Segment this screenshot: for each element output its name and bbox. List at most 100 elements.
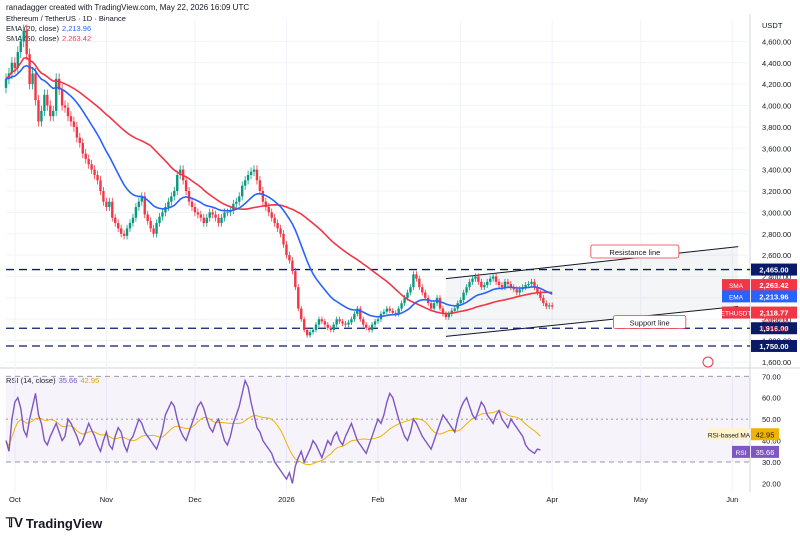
candle-body bbox=[545, 303, 548, 307]
candle-body bbox=[90, 164, 93, 170]
countdown-label: 07:50:43 bbox=[760, 327, 787, 334]
candle-body bbox=[178, 169, 182, 175]
level-tag-bg bbox=[751, 322, 797, 335]
candle-body bbox=[497, 281, 501, 286]
price-tag-value-bg bbox=[751, 279, 797, 292]
candle-body bbox=[370, 324, 374, 330]
candle-body bbox=[491, 276, 495, 279]
candle-body bbox=[403, 297, 406, 304]
price-tick-label: 3,600.00 bbox=[762, 144, 791, 153]
candle-body bbox=[453, 308, 456, 311]
resistance-line bbox=[445, 246, 739, 280]
price-tag-ema: EMA 2,213.96 bbox=[722, 290, 797, 303]
candle-body bbox=[288, 255, 291, 261]
candle-body bbox=[542, 297, 545, 304]
candle-body bbox=[450, 310, 454, 314]
candle-body bbox=[211, 212, 214, 215]
candle-body bbox=[193, 207, 197, 213]
candle-body bbox=[167, 201, 170, 208]
candle-body bbox=[429, 303, 433, 309]
candle-body bbox=[344, 323, 347, 325]
candle-body bbox=[119, 228, 123, 234]
channel-fill bbox=[445, 246, 739, 337]
candle-body bbox=[447, 313, 451, 318]
candle-body bbox=[122, 233, 126, 236]
candle-body bbox=[37, 100, 40, 122]
time-tick-label: 2026 bbox=[278, 495, 295, 504]
candle-body bbox=[264, 201, 268, 208]
candle-body bbox=[199, 214, 203, 218]
candle-body bbox=[249, 171, 253, 175]
candle-body bbox=[462, 292, 465, 301]
candle-body bbox=[226, 212, 229, 214]
candle-body bbox=[536, 287, 539, 293]
candle-body bbox=[364, 324, 368, 328]
candle-body bbox=[438, 297, 442, 309]
price-tick-label: 2,800.00 bbox=[762, 230, 791, 239]
price-tick-label: 2,400.00 bbox=[762, 273, 791, 282]
candle-body bbox=[114, 217, 117, 224]
candle-body bbox=[418, 278, 421, 288]
candle-body bbox=[63, 105, 67, 108]
candle-body bbox=[72, 121, 76, 127]
time-tick-label: May bbox=[634, 495, 648, 504]
candle-body bbox=[125, 228, 129, 236]
candle-body bbox=[506, 281, 510, 284]
price-tick-label: 1,600.00 bbox=[762, 358, 791, 367]
candle-body bbox=[105, 201, 108, 208]
candle-body bbox=[161, 212, 164, 217]
candle-body bbox=[302, 319, 306, 330]
candle-body bbox=[291, 260, 294, 272]
price-tick-label: 3,400.00 bbox=[762, 166, 791, 175]
candle-body bbox=[116, 223, 120, 229]
candle-body bbox=[258, 180, 262, 191]
candle-body bbox=[509, 283, 513, 288]
candle-body bbox=[548, 305, 551, 307]
candle-body bbox=[474, 276, 477, 279]
price-tick-label: 4,600.00 bbox=[762, 37, 791, 46]
candle-body bbox=[465, 287, 468, 293]
candle-body bbox=[155, 223, 158, 234]
candle-body bbox=[261, 191, 265, 202]
price-tag-value-bg bbox=[751, 306, 797, 319]
candle-body bbox=[52, 110, 55, 117]
candle-body bbox=[311, 329, 315, 333]
candle-body bbox=[66, 107, 70, 117]
candle-body bbox=[164, 207, 167, 213]
candle-body bbox=[99, 180, 102, 191]
candle-body bbox=[356, 308, 359, 314]
time-tick-label: Feb bbox=[372, 495, 385, 504]
lightning-icon bbox=[702, 356, 714, 368]
candle-body bbox=[49, 105, 52, 117]
candle-body bbox=[208, 212, 211, 218]
candle-body bbox=[13, 62, 17, 69]
candle-body bbox=[412, 274, 415, 288]
candle-body bbox=[347, 322, 350, 325]
candle-body bbox=[196, 212, 200, 215]
rsi-tag-name: RSI bbox=[736, 450, 747, 457]
candle-body bbox=[294, 271, 297, 288]
candle-body bbox=[305, 329, 309, 336]
price-tag-value: 2,263.42 bbox=[759, 281, 788, 290]
price-tag-name-bg bbox=[722, 290, 750, 303]
candle-body bbox=[550, 305, 554, 307]
candle-body bbox=[279, 228, 282, 234]
candle-body bbox=[421, 287, 424, 293]
ema-legend-label: EMA (20, close) bbox=[6, 24, 59, 33]
candle-body bbox=[323, 321, 327, 325]
candle-body bbox=[78, 137, 82, 143]
candle-body bbox=[34, 73, 37, 101]
candle-body bbox=[524, 285, 527, 288]
candle-body bbox=[40, 110, 43, 122]
price-tag-name: SMA bbox=[729, 283, 744, 290]
candle-body bbox=[353, 313, 356, 320]
price-tick-label: 4,000.00 bbox=[762, 102, 791, 111]
price-tick-label: 3,800.00 bbox=[762, 123, 791, 132]
candle-body bbox=[267, 207, 270, 213]
sma-legend-value: 2,263.42 bbox=[61, 34, 92, 43]
candle-body bbox=[93, 169, 96, 175]
candle-body bbox=[533, 281, 536, 288]
candle-body bbox=[332, 324, 335, 330]
candle-body bbox=[432, 303, 436, 309]
